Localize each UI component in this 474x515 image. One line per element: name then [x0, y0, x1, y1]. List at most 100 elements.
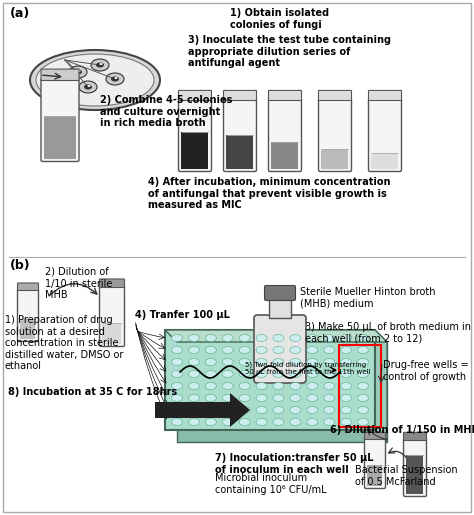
Polygon shape	[165, 330, 387, 342]
Ellipse shape	[357, 383, 368, 389]
Ellipse shape	[84, 84, 92, 90]
Text: 5) Two-fold dilution by transferring
50 μL from the first to the 11th well: 5) Two-fold dilution by transferring 50 …	[245, 362, 371, 375]
Text: 4) Tranfer 100 μL: 4) Tranfer 100 μL	[135, 310, 230, 320]
Ellipse shape	[205, 419, 216, 425]
FancyBboxPatch shape	[100, 279, 125, 287]
FancyBboxPatch shape	[254, 315, 306, 383]
Ellipse shape	[357, 406, 368, 414]
Ellipse shape	[324, 358, 335, 366]
Ellipse shape	[172, 406, 182, 414]
Ellipse shape	[307, 383, 318, 389]
Ellipse shape	[172, 335, 182, 341]
FancyBboxPatch shape	[179, 91, 211, 100]
Bar	[321, 149, 348, 168]
FancyBboxPatch shape	[368, 91, 401, 100]
Ellipse shape	[188, 394, 200, 402]
Ellipse shape	[239, 370, 250, 377]
Ellipse shape	[78, 70, 81, 72]
Ellipse shape	[74, 70, 82, 75]
FancyBboxPatch shape	[403, 438, 427, 496]
Ellipse shape	[290, 358, 301, 366]
Ellipse shape	[341, 383, 352, 389]
Ellipse shape	[324, 335, 335, 341]
Ellipse shape	[357, 358, 368, 366]
Ellipse shape	[239, 347, 250, 353]
Ellipse shape	[239, 394, 250, 402]
Ellipse shape	[111, 77, 119, 81]
FancyBboxPatch shape	[18, 283, 38, 290]
Ellipse shape	[324, 347, 335, 353]
Text: 7) Inoculation:transfer 50 μL
of inoculum in each well: 7) Inoculation:transfer 50 μL of inoculu…	[215, 453, 374, 475]
Ellipse shape	[205, 383, 216, 389]
Ellipse shape	[256, 419, 267, 425]
Ellipse shape	[256, 358, 267, 366]
Ellipse shape	[222, 419, 233, 425]
Ellipse shape	[205, 335, 216, 341]
Ellipse shape	[307, 347, 318, 353]
Ellipse shape	[273, 406, 284, 414]
Polygon shape	[155, 393, 250, 427]
Ellipse shape	[324, 419, 335, 425]
FancyBboxPatch shape	[403, 433, 427, 440]
Polygon shape	[375, 330, 387, 442]
Polygon shape	[165, 330, 375, 430]
Ellipse shape	[256, 370, 267, 377]
Ellipse shape	[273, 347, 284, 353]
Ellipse shape	[290, 335, 301, 341]
Ellipse shape	[91, 59, 109, 71]
Text: (a): (a)	[10, 7, 30, 20]
Ellipse shape	[341, 335, 352, 341]
Ellipse shape	[273, 370, 284, 377]
Ellipse shape	[341, 394, 352, 402]
Ellipse shape	[88, 85, 91, 87]
Text: 8) Incubation at 35 C for 18hrs: 8) Incubation at 35 C for 18hrs	[8, 387, 177, 397]
Text: Bacterial Suspension
of 0.5 McFarland: Bacterial Suspension of 0.5 McFarland	[355, 465, 457, 487]
Bar	[20, 319, 36, 338]
Ellipse shape	[239, 419, 250, 425]
Ellipse shape	[256, 406, 267, 414]
Ellipse shape	[307, 406, 318, 414]
Ellipse shape	[172, 358, 182, 366]
Bar	[227, 135, 254, 168]
Ellipse shape	[222, 335, 233, 341]
Ellipse shape	[341, 358, 352, 366]
Ellipse shape	[172, 419, 182, 425]
FancyBboxPatch shape	[264, 285, 295, 300]
Ellipse shape	[307, 394, 318, 402]
Bar	[372, 152, 399, 168]
Text: Drug-free wells =
control of growth: Drug-free wells = control of growth	[383, 360, 469, 382]
FancyBboxPatch shape	[224, 98, 256, 171]
Ellipse shape	[79, 81, 97, 93]
Ellipse shape	[106, 73, 124, 85]
Ellipse shape	[256, 383, 267, 389]
Ellipse shape	[205, 347, 216, 353]
FancyBboxPatch shape	[41, 69, 79, 80]
Text: 4) After incubation, minimum concentration
of antifungal that prevent visible gr: 4) After incubation, minimum concentrati…	[148, 177, 391, 210]
Ellipse shape	[290, 419, 301, 425]
Ellipse shape	[172, 370, 182, 377]
FancyBboxPatch shape	[319, 98, 352, 171]
Bar	[102, 323, 121, 344]
Bar	[272, 142, 299, 168]
FancyBboxPatch shape	[365, 438, 385, 489]
FancyBboxPatch shape	[268, 98, 301, 171]
Ellipse shape	[222, 406, 233, 414]
Ellipse shape	[324, 406, 335, 414]
Ellipse shape	[341, 370, 352, 377]
Ellipse shape	[273, 335, 284, 341]
Ellipse shape	[222, 383, 233, 389]
Bar	[407, 455, 423, 493]
Ellipse shape	[239, 335, 250, 341]
Ellipse shape	[96, 62, 104, 67]
Ellipse shape	[205, 370, 216, 377]
Ellipse shape	[172, 383, 182, 389]
FancyBboxPatch shape	[224, 91, 256, 100]
Text: (b): (b)	[10, 259, 31, 272]
Ellipse shape	[290, 406, 301, 414]
FancyBboxPatch shape	[41, 78, 79, 162]
Ellipse shape	[357, 335, 368, 341]
Polygon shape	[177, 342, 387, 442]
Text: 3) Inoculate the test tube containing
appropriate dilution series of
antifungal : 3) Inoculate the test tube containing ap…	[188, 35, 391, 68]
Ellipse shape	[324, 394, 335, 402]
Ellipse shape	[357, 347, 368, 353]
